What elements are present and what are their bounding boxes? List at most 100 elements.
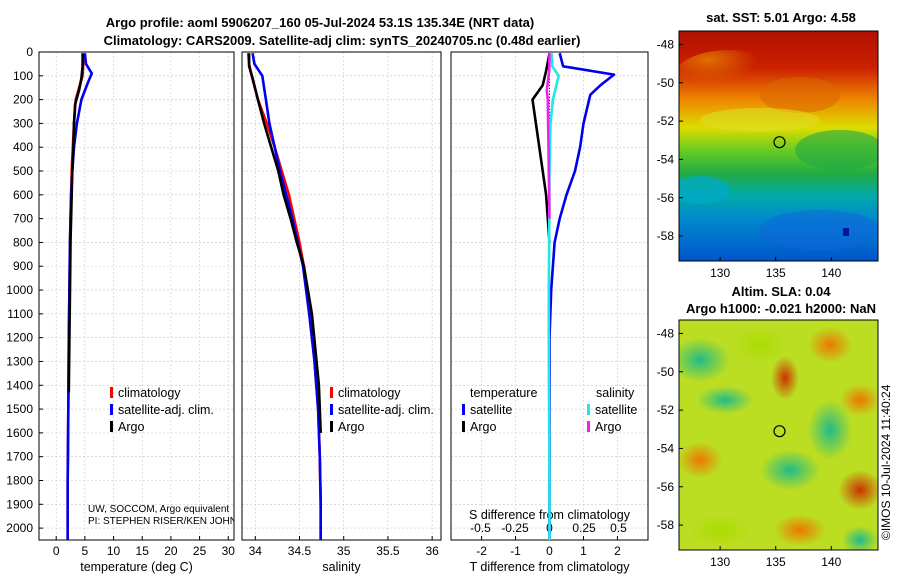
- argo-position-marker: [773, 425, 786, 438]
- float-notes: UW, SOCCOM, Argo equivalent PI: STEPHEN …: [88, 504, 259, 527]
- x-tick-label: 5: [82, 544, 89, 558]
- salinity-panel: 34 34.5 35 35.5 36 salinity: [241, 51, 442, 574]
- legend-swatch-sal-satellite: [587, 404, 590, 415]
- legend-head-temperature: temperature: [470, 386, 537, 400]
- series-line-2: [247, 53, 322, 433]
- figure-title-line2: Climatology: CARS2009. Satellite-adj cli…: [104, 33, 581, 48]
- temperature-panel: 0 5 10 15 20 25 30 temperature (deg C) 0 100 200 30…: [6, 45, 235, 574]
- x-tick-label: 2: [614, 544, 621, 558]
- sla-map-title: Altim. SLA: 0.04: [732, 284, 832, 299]
- x-tick-label: -2: [476, 544, 487, 558]
- difference-panel: -2 -1 0 1 2 T difference from climatology -0.5…: [450, 51, 649, 574]
- map-x-tick-label: 140: [821, 266, 841, 280]
- y-tick-label: 800: [13, 235, 33, 249]
- legend-swatch-argo: [110, 421, 113, 432]
- y-tick-label: 1200: [6, 331, 33, 345]
- legend-head-salinity: salinity: [596, 386, 635, 400]
- legend-label-argo: Argo: [118, 420, 144, 434]
- y-tick-label: 1800: [6, 473, 33, 487]
- sst-map-frame: [678, 30, 879, 262]
- argo-position-marker: [773, 136, 786, 149]
- top-x-tick-label: 0.25: [572, 521, 596, 535]
- y-tick-label: 900: [13, 259, 33, 273]
- x-tick-label: 30: [222, 544, 236, 558]
- map-y-tick-label: -52: [657, 114, 675, 128]
- map-y-tick-label: -58: [657, 518, 675, 532]
- map-y-tick-label: -58: [657, 229, 675, 243]
- y-tick-label: 600: [13, 188, 33, 202]
- x-tick-label: 34.5: [288, 544, 312, 558]
- map-y-tick-label: -50: [657, 76, 675, 90]
- x-tick-label: 0: [546, 544, 553, 558]
- map-y-tick-label: -56: [657, 480, 675, 494]
- legend-label-satellite: satellite-adj. clim.: [118, 403, 214, 417]
- y-tick-label: 200: [13, 93, 33, 107]
- x-tick-label: 35: [337, 544, 351, 558]
- y-tick-label: 2000: [6, 521, 33, 535]
- x-tick-label: 15: [136, 544, 150, 558]
- x-tick-label: 0: [53, 544, 60, 558]
- y-tick-label: 1100: [7, 307, 33, 321]
- map-x-tick-label: 135: [766, 555, 786, 569]
- figure-title-line1: Argo profile: aoml 5906207_160 05-Jul-20…: [106, 15, 534, 30]
- y-tick-label: 1300: [6, 354, 33, 368]
- map-x-tick-label: 140: [821, 555, 841, 569]
- x-tick-label: -1: [510, 544, 521, 558]
- legend-swatch-temp-argo: [462, 421, 465, 432]
- y-tick-label: 1600: [6, 426, 33, 440]
- sla-map-image: [679, 320, 878, 550]
- y-tick-label: 1400: [6, 378, 33, 392]
- legend-swatch-climatology-2: [330, 387, 333, 398]
- map-y-tick-label: -48: [657, 37, 675, 51]
- top-x-tick-label: -0.5: [470, 521, 491, 535]
- difference-legend: temperature salinity satellite Argo sate…: [462, 386, 637, 434]
- map-y-tick-label: -54: [657, 152, 675, 166]
- sst-map-image: [679, 31, 878, 261]
- legend-swatch-satellite: [110, 404, 113, 415]
- y-tick-label: 1900: [6, 497, 33, 511]
- temperature-legend: climatology satellite-adj. clim. Argo: [110, 386, 214, 434]
- y-tick-label: 100: [13, 69, 33, 83]
- x-axis-label: T difference from climatology: [469, 560, 630, 574]
- map-x-tick-label: 130: [710, 555, 730, 569]
- series-line-2: [67, 53, 84, 393]
- y-tick-label: 400: [13, 140, 33, 154]
- legend-label-temp-satellite: satellite: [470, 403, 512, 417]
- y-tick-label: 700: [13, 212, 33, 226]
- legend-label-climatology-2: climatology: [338, 386, 401, 400]
- series-line-1: [66, 53, 94, 540]
- x-tick-label: 36: [425, 544, 439, 558]
- legend-swatch-temp-satellite: [462, 404, 465, 415]
- legend-label-sal-satellite: satellite: [595, 403, 637, 417]
- legend-swatch-sal-argo: [587, 421, 590, 432]
- x-tick-label: 1: [580, 544, 587, 558]
- map-y-tick-label: -52: [657, 403, 675, 417]
- x-axis-label: salinity: [322, 560, 361, 574]
- salinity-legend: climatology satellite-adj. clim. Argo: [330, 386, 434, 434]
- map-y-tick-label: -50: [657, 365, 675, 379]
- y-tick-label: 1000: [6, 283, 33, 297]
- sla-map-subtitle: Argo h1000: -0.021 h2000: NaN: [686, 301, 876, 316]
- series-line-1: [531, 52, 551, 243]
- map-y-tick-label: -54: [657, 441, 675, 455]
- legend-label-satellite-2: satellite-adj. clim.: [338, 403, 434, 417]
- top-x-tick-label: 0.5: [610, 521, 627, 535]
- note-line1: UW, SOCCOM, Argo equivalent: [88, 504, 229, 515]
- x-tick-label: 34: [249, 544, 263, 558]
- y-tick-label: 300: [13, 116, 33, 130]
- plot-frame: [241, 51, 442, 541]
- plot-frame: [38, 51, 235, 541]
- legend-label-argo-2: Argo: [338, 420, 364, 434]
- legend-swatch-argo-2: [330, 421, 333, 432]
- note-line2: PI: STEPHEN RISER/KEN JOHNSON: [88, 516, 259, 527]
- imos-watermark: ©IMOS 10-Jul-2024 11:40:24: [879, 384, 893, 540]
- map-y-tick-label: -48: [657, 326, 675, 340]
- sst-map-title: sat. SST: 5.01 Argo: 4.58: [706, 10, 856, 25]
- legend-swatch-satellite-2: [330, 404, 333, 415]
- y-tick-label: 0: [26, 45, 33, 59]
- legend-label-sal-argo: Argo: [595, 420, 621, 434]
- legend-swatch-climatology: [110, 387, 113, 398]
- y-tick-label: 500: [13, 164, 33, 178]
- sst-map-panel: sat. SST: 5.01 Argo: 4.58 130 135 140 -48 -5…: [657, 10, 879, 280]
- series-line-1: [251, 52, 322, 540]
